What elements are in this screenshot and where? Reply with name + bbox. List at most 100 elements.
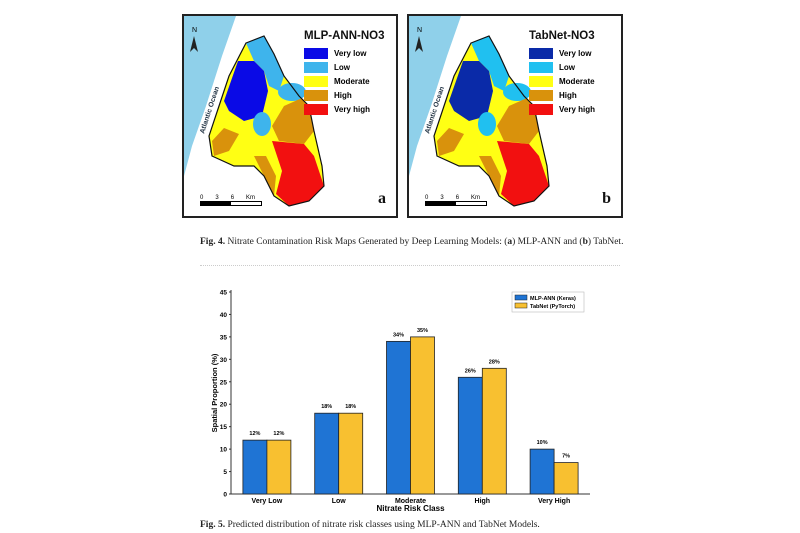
zone-high [479,156,501,196]
boundary [208,35,325,207]
legend-item: Very high [304,102,385,116]
bar-value-label: 34% [393,332,404,338]
legend-item: Moderate [529,74,595,88]
legend-label: Moderate [334,76,370,86]
legend-swatch [529,75,553,87]
bar-value-label: 35% [417,328,428,334]
bar [529,448,555,495]
bar [410,336,435,495]
bar [457,376,483,495]
scale-bar: 0 3 6 Km [425,195,487,206]
map-title: TabNet-NO3 [529,30,595,42]
legend-swatch [304,89,328,101]
y-tick-label: 5 [223,469,227,476]
legend-item: Very high [529,102,595,116]
scale-tick: 0 [200,195,204,201]
bar [242,439,268,495]
legend-label: High [334,90,352,100]
ocean [409,16,461,176]
bar-value-label: 18% [321,404,332,410]
legend-item: High [304,88,385,102]
scale-tick: 0 [425,195,429,201]
north-arrow-icon [415,36,423,52]
legend-swatch [529,47,553,59]
legend-item: Moderate [304,74,385,88]
caption-text: Nitrate Contamination Risk Maps Generate… [225,237,508,247]
legend-label: Very low [559,48,592,58]
fig5-label: Fig. 5. [200,520,226,530]
legend-item: Very low [529,46,595,60]
zone-low [246,36,284,91]
legend-label: Very high [334,104,371,114]
bar [314,412,340,495]
bar-value-label: 12% [273,431,284,437]
legend-label: Very low [334,48,367,58]
legend-swatch [304,47,328,59]
bar [386,340,411,495]
legend-label: Very high [559,104,596,114]
y-tick-label: 40 [220,312,228,319]
legend-item: Low [304,60,385,74]
map-legend: MLP-ANN-NO3 Very low Low Moderate High Very h… [304,30,385,116]
scale-tick: 6 [230,195,235,201]
zone-very-high [497,141,549,206]
y-tick-label: 10 [220,447,228,454]
fig4-label: Fig. 4. [200,237,226,247]
caption-text: ) MLP-ANN and ( [512,237,583,247]
y-axis-label: Spatial Proportion (%) [210,353,219,432]
zone-very-low [224,61,268,121]
y-tick-label: 0 [223,492,227,499]
y-tick-label: 35 [220,334,228,341]
fig5-caption: Fig. 5. Predicted distribution of nitrat… [200,519,640,531]
north-arrow-icon [190,36,198,52]
bar-value-label: 10% [537,440,548,446]
legend-swatch [304,75,328,87]
y-tick-label: 30 [220,357,228,364]
north-arrow-label: N [192,27,197,34]
scale-tick: 6 [455,195,460,201]
caption-text: Predicted distribution of nitrate risk c… [225,520,540,530]
legend-label: TabNet (PyTorch) [530,304,575,310]
zone-low [253,112,271,136]
scale-tick: 3 [215,195,219,201]
zone-high [497,98,539,144]
bar [481,367,507,495]
zone-low [478,112,496,136]
bar-value-label: 12% [249,431,260,437]
north-arrow-label: N [417,27,422,34]
map-b: Atlantic Ocean N TabNet-NO3 Very low Low Mode… [407,14,623,218]
bar [553,462,579,495]
scale-bar: 0 3 6 Km [200,195,262,206]
bar [338,412,364,495]
legend-box [511,291,585,313]
panel-label: a [378,190,386,207]
legend-label: Low [334,62,350,72]
y-tick-label: 45 [220,290,228,297]
legend-swatch [529,61,553,73]
x-tick-label: Low [332,498,347,505]
y-tick-label: 15 [220,424,228,431]
panel-label: b [602,190,611,207]
caption-b: b [582,237,588,247]
bar-value-label: 26% [465,368,476,374]
legend-swatch [514,302,528,309]
boundary [433,35,550,207]
divider [200,265,620,266]
zone-high [437,128,464,156]
y-tick-label: 25 [220,379,228,386]
zone-very-low [449,61,493,121]
caption-a: a [507,237,513,247]
legend-swatch [514,294,528,301]
legend-item: Very low [304,46,385,60]
zone-low [471,36,509,91]
zone-high [272,98,314,144]
legend-label: Moderate [559,76,595,86]
scale-unit: Km [471,195,481,201]
map-legend: TabNet-NO3 Very low Low Moderate High Very hi… [529,30,595,116]
legend-label: MLP-ANN (Keras) [530,296,576,302]
chart-legend: MLP-ANN (Keras) TabNet (PyTorch) [511,291,585,313]
y-tick-label: 20 [220,402,228,409]
legend-item: Low [529,60,595,74]
